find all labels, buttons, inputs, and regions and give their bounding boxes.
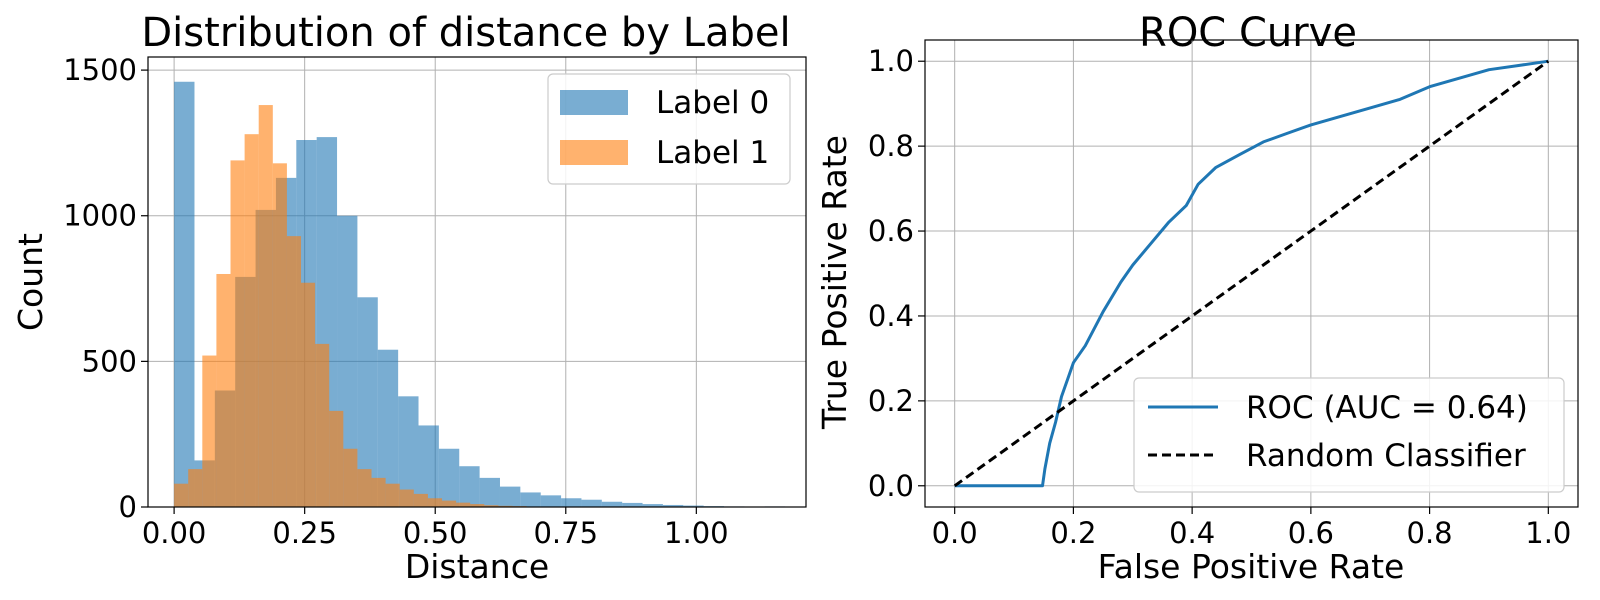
histogram-y-ticks: 0 500 1000 1500	[63, 53, 148, 524]
histogram-y-tick-label: 1500	[63, 53, 137, 87]
roc-x-ticks: 0.0 0.2 0.4 0.6 0.8 1.0	[932, 507, 1571, 550]
roc-x-tick-label: 0.0	[932, 516, 978, 550]
histogram-x-ticks: 0.00 0.25 0.50 0.75 1.00	[142, 507, 729, 550]
histogram-plot-frame	[147, 56, 807, 508]
roc-y-ticks: 0.0 0.2 0.4 0.6 0.8 1.0	[868, 44, 925, 503]
roc-x-tick-label: 0.4	[1169, 516, 1215, 550]
histogram-bar-label-0	[459, 466, 480, 507]
histogram-x-tick-label: 0.25	[272, 516, 337, 550]
histogram-bar-label-0	[683, 505, 704, 507]
histogram-bar-label-0	[662, 504, 684, 507]
histogram-bar-label-1	[470, 504, 485, 507]
roc-lines	[953, 59, 1550, 488]
histogram-title: Distribution of distance by Label	[141, 10, 790, 56]
histogram-bar-label-1	[399, 489, 414, 507]
histogram-x-tick-label: 0.50	[403, 516, 468, 550]
histogram-x-tick-label: 1.00	[664, 516, 729, 550]
histogram-bar-label-0	[601, 501, 623, 507]
legend-swatch-label-0	[560, 90, 628, 115]
histogram-bar-label-1	[301, 282, 316, 507]
histogram-bar-label-0	[174, 81, 195, 508]
histogram-bar-label-1	[385, 483, 400, 507]
histogram-bar-label-0	[357, 297, 378, 507]
legend-entry-label-1: Label 1	[656, 135, 769, 171]
histogram-bar-label-1	[174, 483, 189, 507]
histogram-bar-label-0	[520, 492, 541, 507]
roc-y-tick-label: 0.4	[868, 299, 914, 333]
roc-curve-line	[954, 59, 1549, 488]
roc-x-tick-label: 1.0	[1525, 516, 1571, 550]
histogram-bar-label-0	[479, 477, 500, 507]
histogram-bar-label-1	[371, 477, 386, 507]
roc-legend: ROC (AUC = 0.64) Random Classifier	[1133, 377, 1565, 493]
histogram-bar-label-1	[272, 163, 287, 508]
roc-y-tick-label: 0.8	[868, 129, 914, 163]
roc-y-axis-label: True Positive Rate	[815, 135, 854, 430]
histogram-y-tick-label: 0	[119, 490, 137, 524]
histogram-y-tick-label: 500	[82, 344, 137, 378]
histogram-x-tick-label: 0.00	[142, 516, 207, 550]
histogram-bar-label-0	[438, 448, 460, 507]
histogram-bar-label-1	[216, 273, 231, 507]
histogram-bar-label-0	[398, 396, 419, 507]
roc-x-tick-label: 0.8	[1407, 516, 1453, 550]
histogram-bar-label-0	[581, 499, 602, 507]
histogram-bar-label-0	[622, 502, 643, 507]
histogram-bar-label-0	[418, 425, 439, 507]
legend-entry-label-0: Label 0	[656, 85, 769, 121]
histogram-y-axis-label: Count	[11, 233, 50, 331]
roc-legend-box	[1133, 377, 1565, 493]
roc-x-tick-label: 0.2	[1050, 516, 1096, 550]
roc-chart: ROC Curve 0.0 0.2 0.4 0.6 0.8 1.0 0.00.20.40.…	[815, 10, 1579, 586]
roc-y-tick-label: 0.2	[868, 384, 914, 418]
histogram-bar-label-0	[642, 504, 663, 507]
histogram-x-axis-label: Distance	[405, 547, 549, 586]
histogram-bar-label-1	[357, 469, 372, 507]
histogram-bar-label-1	[484, 505, 499, 507]
histogram-bar-label-1	[442, 500, 457, 507]
histogram-bar-label-1	[286, 236, 302, 507]
legend-entry-random-classifier: Random Classifier	[1246, 438, 1526, 474]
roc-y-tick-label: 0.6	[868, 214, 914, 248]
histogram-bar-label-1	[413, 493, 428, 507]
roc-x-axis-label: False Positive Rate	[1098, 547, 1405, 586]
histogram-bar-label-1	[456, 502, 471, 507]
histogram-bar-label-1	[230, 160, 245, 507]
roc-plot-frame	[924, 39, 1579, 508]
histogram-bar-label-1	[188, 469, 203, 507]
histogram-x-tick-label: 0.75	[533, 516, 598, 550]
histogram-legend: Label 0 Label 1	[547, 73, 791, 185]
roc-y-tick-label: 1.0	[868, 44, 914, 78]
histogram-bar-label-1	[427, 498, 443, 507]
histogram-y-tick-label: 1000	[63, 199, 137, 233]
roc-x-tick-label: 0.6	[1288, 516, 1334, 550]
histogram-bar-label-1	[329, 410, 344, 507]
roc-title: ROC Curve	[1139, 10, 1357, 56]
histogram-bar-label-1	[315, 343, 330, 507]
legend-swatch-label-1	[560, 140, 628, 165]
histogram-bar-label-0	[377, 349, 399, 507]
random-classifier-line	[953, 59, 1550, 488]
roc-y-tick-label: 0.0	[868, 469, 914, 503]
histogram-bar-label-1	[343, 448, 358, 507]
histogram-bar-label-0	[499, 486, 521, 507]
histogram-bar-label-1	[202, 355, 217, 507]
histogram-bars	[174, 81, 786, 508]
histogram-bar-label-0	[561, 498, 582, 507]
histogram-bar-label-1	[258, 105, 273, 507]
histogram-chart: Distribution of distance by Label 0.00 0.…	[11, 10, 807, 586]
legend-entry-roc: ROC (AUC = 0.64)	[1246, 390, 1528, 426]
histogram-bar-label-0	[540, 495, 562, 507]
histogram-bar-label-1	[244, 134, 259, 508]
